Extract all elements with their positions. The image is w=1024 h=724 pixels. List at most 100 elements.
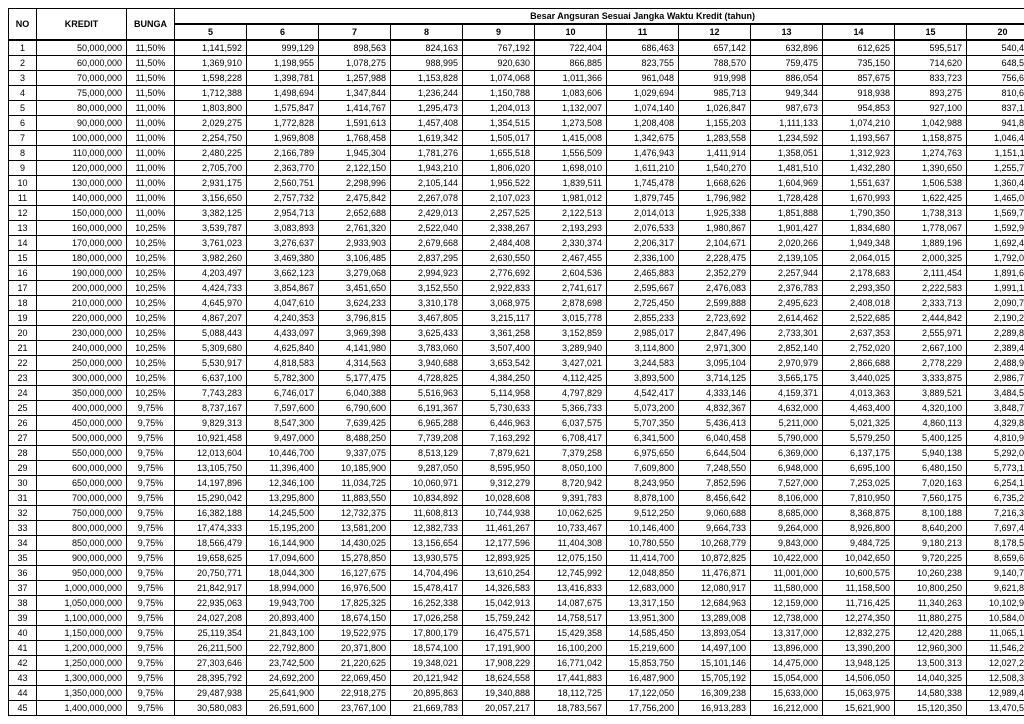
cell-angsuran: 1,150,788: [463, 86, 535, 101]
cell-angsuran: 1,778,067: [895, 221, 967, 236]
cell-angsuran: 2,495,623: [751, 296, 823, 311]
cell-angsuran: 7,743,283: [175, 386, 247, 401]
cell-angsuran: 2,090,725: [967, 296, 1024, 311]
cell-kredit: 120,000,000: [37, 161, 127, 176]
cell-angsuran: 15,042,913: [463, 596, 535, 611]
cell-angsuran: 3,244,583: [607, 356, 679, 371]
header-year: 13: [751, 24, 823, 40]
cell-angsuran: 10,921,458: [175, 431, 247, 446]
cell-angsuran: 4,625,840: [247, 341, 319, 356]
cell-angsuran: 1,945,304: [319, 146, 391, 161]
cell-angsuran: 17,800,179: [391, 626, 463, 641]
cell-kredit: 130,000,000: [37, 176, 127, 191]
cell-angsuran: 886,054: [751, 71, 823, 86]
cell-angsuran: 1,622,425: [895, 191, 967, 206]
cell-angsuran: 13,416,833: [535, 581, 607, 596]
cell-angsuran: 13,896,000: [751, 641, 823, 656]
cell-angsuran: 6,446,963: [463, 416, 535, 431]
cell-kredit: 75,000,000: [37, 86, 127, 101]
cell-angsuran: 9,829,313: [175, 416, 247, 431]
table-row: 20230,000,00010,25%5,088,4434,433,0973,9…: [9, 326, 1024, 341]
cell-angsuran: 6,948,000: [751, 461, 823, 476]
cell-angsuran: 954,853: [823, 101, 895, 116]
table-row: 36950,000,0009,75%20,750,77118,044,30016…: [9, 566, 1024, 581]
cell-angsuran: 6,708,417: [535, 431, 607, 446]
cell-angsuran: 5,211,000: [751, 416, 823, 431]
cell-angsuran: 2,604,536: [535, 266, 607, 281]
cell-angsuran: 2,847,496: [679, 326, 751, 341]
cell-angsuran: 20,121,942: [391, 671, 463, 686]
table-row: 29600,000,0009,75%13,105,75011,396,40010…: [9, 461, 1024, 476]
cell-no: 7: [9, 131, 37, 146]
cell-angsuran: 3,152,550: [391, 281, 463, 296]
table-row: 12150,000,00011,00%3,382,1252,954,7132,6…: [9, 206, 1024, 221]
cell-angsuran: 17,441,883: [535, 671, 607, 686]
table-row: 16190,000,00010,25%4,203,4973,662,1233,2…: [9, 266, 1024, 281]
cell-angsuran: 1,414,767: [319, 101, 391, 116]
cell-angsuran: 15,759,242: [463, 611, 535, 626]
cell-angsuran: 21,669,783: [391, 701, 463, 716]
cell-angsuran: 13,948,125: [823, 656, 895, 671]
cell-angsuran: 10,028,608: [463, 491, 535, 506]
cell-angsuran: 2,330,374: [535, 236, 607, 251]
cell-angsuran: 1,234,592: [751, 131, 823, 146]
cell-angsuran: 1,738,313: [895, 206, 967, 221]
cell-no: 5: [9, 101, 37, 116]
cell-bunga: 10,25%: [127, 371, 175, 386]
cell-angsuran: 18,566,479: [175, 536, 247, 551]
cell-no: 9: [9, 161, 37, 176]
cell-angsuran: 13,610,254: [463, 566, 535, 581]
cell-angsuran: 8,737,167: [175, 401, 247, 416]
cell-angsuran: 2,679,668: [391, 236, 463, 251]
cell-angsuran: 2,228,475: [679, 251, 751, 266]
cell-angsuran: 1,083,606: [535, 86, 607, 101]
table-row: 22250,000,00010,25%5,530,9174,818,5834,3…: [9, 356, 1024, 371]
cell-angsuran: 13,295,800: [247, 491, 319, 506]
cell-angsuran: 7,609,800: [607, 461, 679, 476]
cell-bunga: 10,25%: [127, 236, 175, 251]
table-row: 8110,000,00011,00%2,480,2252,166,7891,94…: [9, 146, 1024, 161]
cell-bunga: 9,75%: [127, 431, 175, 446]
cell-bunga: 9,75%: [127, 656, 175, 671]
cell-angsuran: 4,818,583: [247, 356, 319, 371]
table-row: 690,000,00011,00%2,029,2751,772,8281,591…: [9, 116, 1024, 131]
cell-angsuran: 3,507,400: [463, 341, 535, 356]
header-year: 7: [319, 24, 391, 40]
cell-angsuran: 13,105,750: [175, 461, 247, 476]
cell-angsuran: 1,273,508: [535, 116, 607, 131]
cell-no: 40: [9, 626, 37, 641]
table-row: 13160,000,00010,25%3,539,7873,083,8932,7…: [9, 221, 1024, 236]
cell-angsuran: 6,480,150: [895, 461, 967, 476]
cell-no: 35: [9, 551, 37, 566]
cell-angsuran: 5,782,300: [247, 371, 319, 386]
header-year: 20: [967, 24, 1024, 40]
cell-angsuran: 3,106,485: [319, 251, 391, 266]
cell-angsuran: 3,276,637: [247, 236, 319, 251]
cell-angsuran: 1,980,867: [679, 221, 751, 236]
cell-angsuran: 14,430,025: [319, 536, 391, 551]
cell-angsuran: 11,396,400: [247, 461, 319, 476]
cell-angsuran: 1,432,280: [823, 161, 895, 176]
cell-angsuran: 759,475: [751, 56, 823, 71]
cell-angsuran: 3,095,104: [679, 356, 751, 371]
cell-no: 41: [9, 641, 37, 656]
cell-kredit: 1,300,000,000: [37, 671, 127, 686]
cell-angsuran: 4,645,970: [175, 296, 247, 311]
cell-angsuran: 8,456,642: [679, 491, 751, 506]
cell-angsuran: 20,895,863: [391, 686, 463, 701]
cell-angsuran: 2,444,842: [895, 311, 967, 326]
cell-angsuran: 13,930,575: [391, 551, 463, 566]
cell-angsuran: 8,368,875: [823, 506, 895, 521]
cell-kredit: 400,000,000: [37, 401, 127, 416]
table-row: 14170,000,00010,25%3,761,0233,276,6372,9…: [9, 236, 1024, 251]
cell-angsuran: 16,382,188: [175, 506, 247, 521]
cell-kredit: 450,000,000: [37, 416, 127, 431]
cell-angsuran: 12,684,963: [679, 596, 751, 611]
cell-angsuran: 1,540,270: [679, 161, 751, 176]
cell-angsuran: 1,111,133: [751, 116, 823, 131]
cell-angsuran: 2,637,353: [823, 326, 895, 341]
header-year: 15: [895, 24, 967, 40]
header-year: 8: [391, 24, 463, 40]
cell-angsuran: 5,400,125: [895, 431, 967, 446]
cell-angsuran: 2,254,750: [175, 131, 247, 146]
